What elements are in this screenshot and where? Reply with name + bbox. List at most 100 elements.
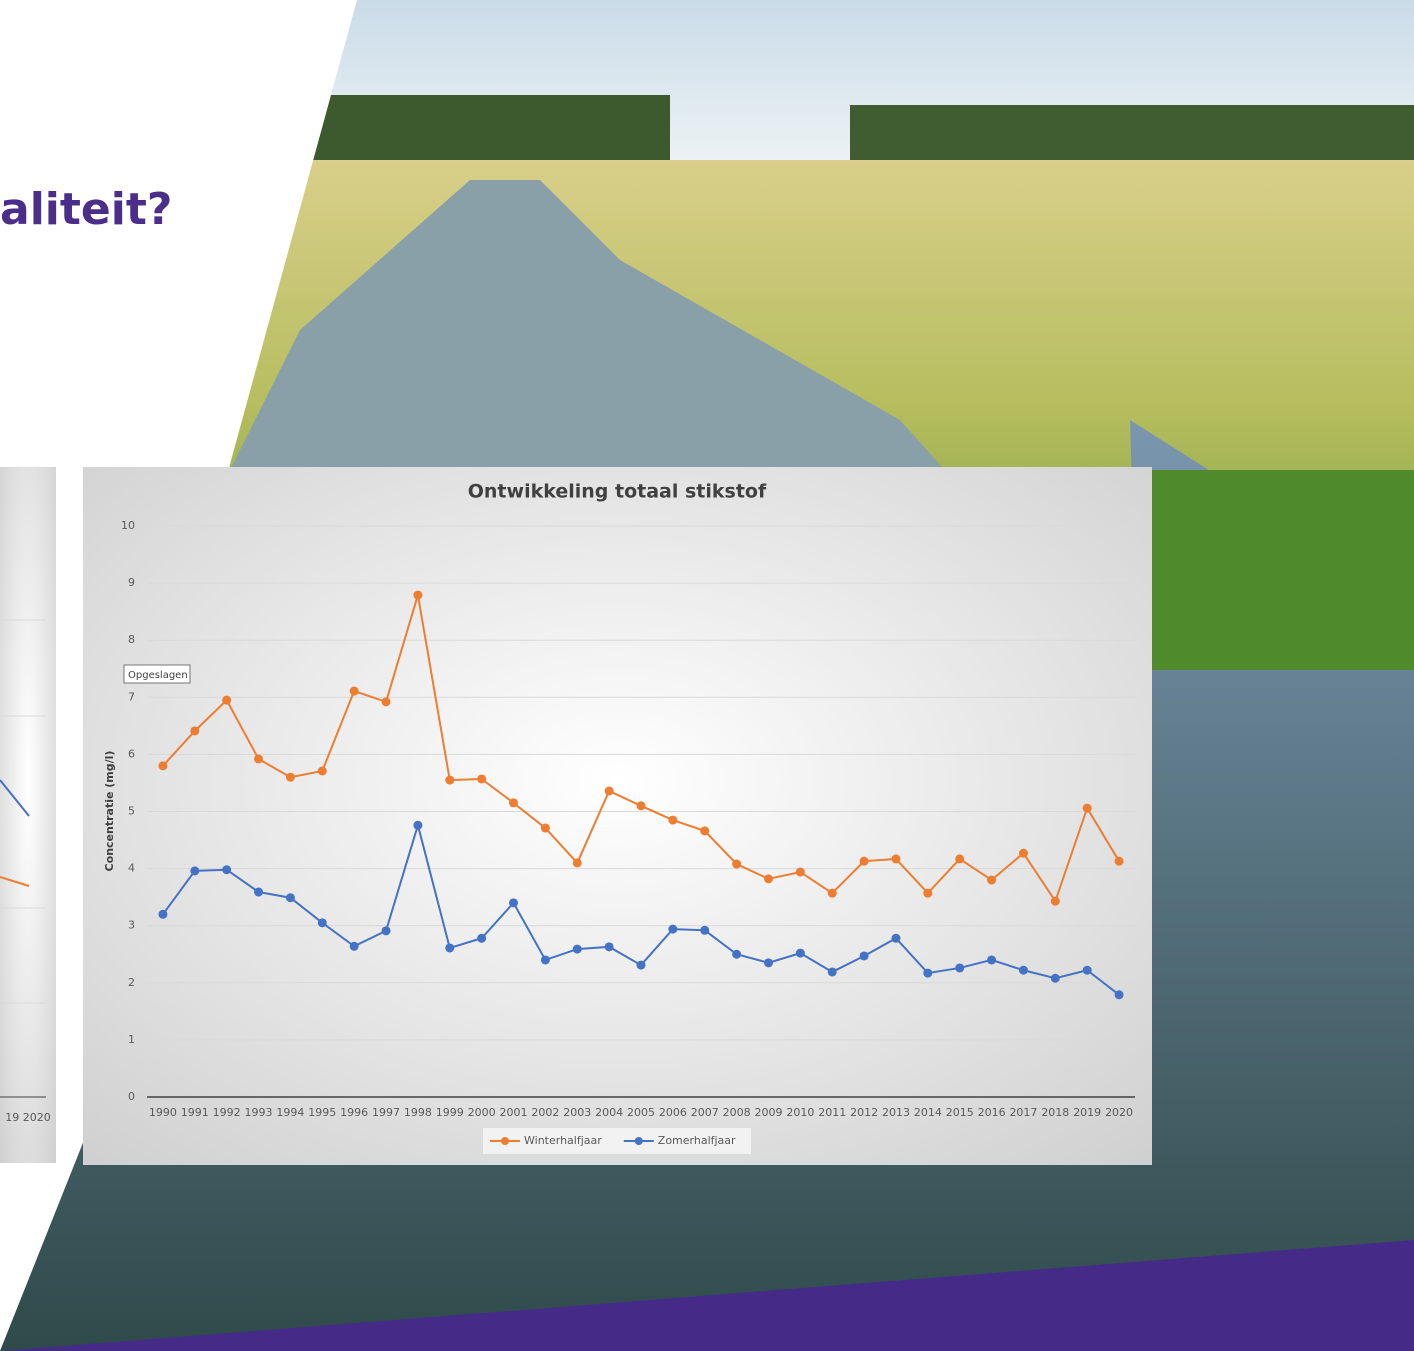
x-tick-label: 2008 (723, 1106, 751, 1119)
data-point (1018, 965, 1028, 975)
data-point (763, 958, 773, 968)
x-tick-label: 2019 (1073, 1106, 1101, 1119)
data-point (254, 754, 264, 764)
data-point (891, 854, 901, 864)
data-point (859, 951, 869, 961)
x-tick-label: 2015 (946, 1106, 974, 1119)
data-point (923, 888, 933, 898)
data-point (381, 697, 391, 707)
x-tick-label: 2011 (818, 1106, 846, 1119)
data-point (572, 944, 582, 954)
data-point (636, 801, 646, 811)
legend-marker (501, 1137, 509, 1145)
y-tick-label: 10 (121, 519, 135, 532)
x-tick-label: 1999 (436, 1106, 464, 1119)
y-tick-label: 4 (128, 862, 135, 875)
x-tick-label: 2013 (882, 1106, 910, 1119)
x-tick-label: 2016 (978, 1106, 1006, 1119)
data-point (1114, 856, 1124, 866)
data-point (763, 874, 773, 884)
data-point (413, 820, 423, 830)
data-point (668, 924, 678, 934)
data-point (285, 893, 295, 903)
legend-box (483, 1128, 751, 1154)
x-tick-label: 1990 (149, 1106, 177, 1119)
y-tick-label: 9 (128, 576, 135, 589)
data-point (987, 955, 997, 965)
data-point (827, 967, 837, 977)
y-tick-label: 7 (128, 690, 135, 703)
data-point (572, 858, 582, 868)
data-point (859, 856, 869, 866)
data-point (285, 772, 295, 782)
main-chart: Ontwikkeling totaal stikstof Concentrati… (83, 467, 1152, 1165)
x-tick-label: 2014 (914, 1106, 942, 1119)
x-tick-label: 1996 (340, 1106, 368, 1119)
data-point (349, 941, 359, 951)
data-point (732, 859, 742, 869)
purple-band (0, 1240, 1414, 1351)
legend-label: Zomerhalfjaar (658, 1134, 736, 1147)
x-tick-label: 2018 (1041, 1106, 1069, 1119)
x-tick-label: 2002 (531, 1106, 559, 1119)
data-point (795, 867, 805, 877)
data-point (891, 933, 901, 943)
data-point (158, 909, 168, 919)
data-point (604, 786, 614, 796)
data-point (732, 949, 742, 959)
x-tick-label: 2020 (1105, 1106, 1133, 1119)
x-tick-label: 1993 (245, 1106, 273, 1119)
data-point (349, 686, 359, 696)
x-tick-label: 2007 (691, 1106, 719, 1119)
data-point (1082, 965, 1092, 975)
left-chart-x-label: 19 2020 (5, 1111, 51, 1124)
y-tick-label: 0 (128, 1090, 135, 1103)
data-point (668, 815, 678, 825)
data-point (317, 918, 327, 928)
y-tick-label: 2 (128, 976, 135, 989)
x-tick-label: 2003 (563, 1106, 591, 1119)
x-tick-label: 2001 (500, 1106, 528, 1119)
y-axis-label: Concentratie (mg/l) (103, 751, 116, 872)
x-tick-label: 2010 (786, 1106, 814, 1119)
data-point (509, 798, 519, 808)
data-point (445, 775, 455, 785)
data-point (955, 963, 965, 973)
data-point (509, 898, 519, 908)
data-point (1050, 896, 1060, 906)
data-point (604, 942, 614, 952)
x-tick-label: 2006 (659, 1106, 687, 1119)
heading: aliteit? (0, 184, 172, 235)
data-point (477, 774, 487, 784)
data-point (1018, 848, 1028, 858)
data-point (158, 761, 168, 771)
left-chart: 19 2020 (0, 467, 56, 1163)
x-tick-label: 2009 (754, 1106, 782, 1119)
tooltip: Opgeslagen (123, 664, 191, 684)
data-point (700, 826, 710, 836)
y-tick-label: 8 (128, 633, 135, 646)
x-tick-label: 1995 (308, 1106, 336, 1119)
x-tick-label: 1998 (404, 1106, 432, 1119)
tooltip-text: Opgeslagen (128, 670, 188, 681)
y-tick-label: 3 (128, 919, 135, 932)
y-tick-label: 5 (128, 805, 135, 818)
x-tick-label: 2000 (468, 1106, 496, 1119)
x-tick-label: 2005 (627, 1106, 655, 1119)
data-point (1082, 803, 1092, 813)
data-point (254, 887, 264, 897)
data-point (1114, 990, 1124, 1000)
y-tick-label: 1 (128, 1033, 135, 1046)
data-point (413, 590, 423, 600)
data-point (540, 955, 550, 965)
data-point (955, 854, 965, 864)
legend-label: Winterhalfjaar (524, 1134, 602, 1147)
data-point (222, 695, 232, 705)
x-tick-label: 1997 (372, 1106, 400, 1119)
data-point (636, 960, 646, 970)
legend-marker (634, 1137, 643, 1145)
data-point (540, 823, 550, 833)
data-point (190, 726, 200, 736)
